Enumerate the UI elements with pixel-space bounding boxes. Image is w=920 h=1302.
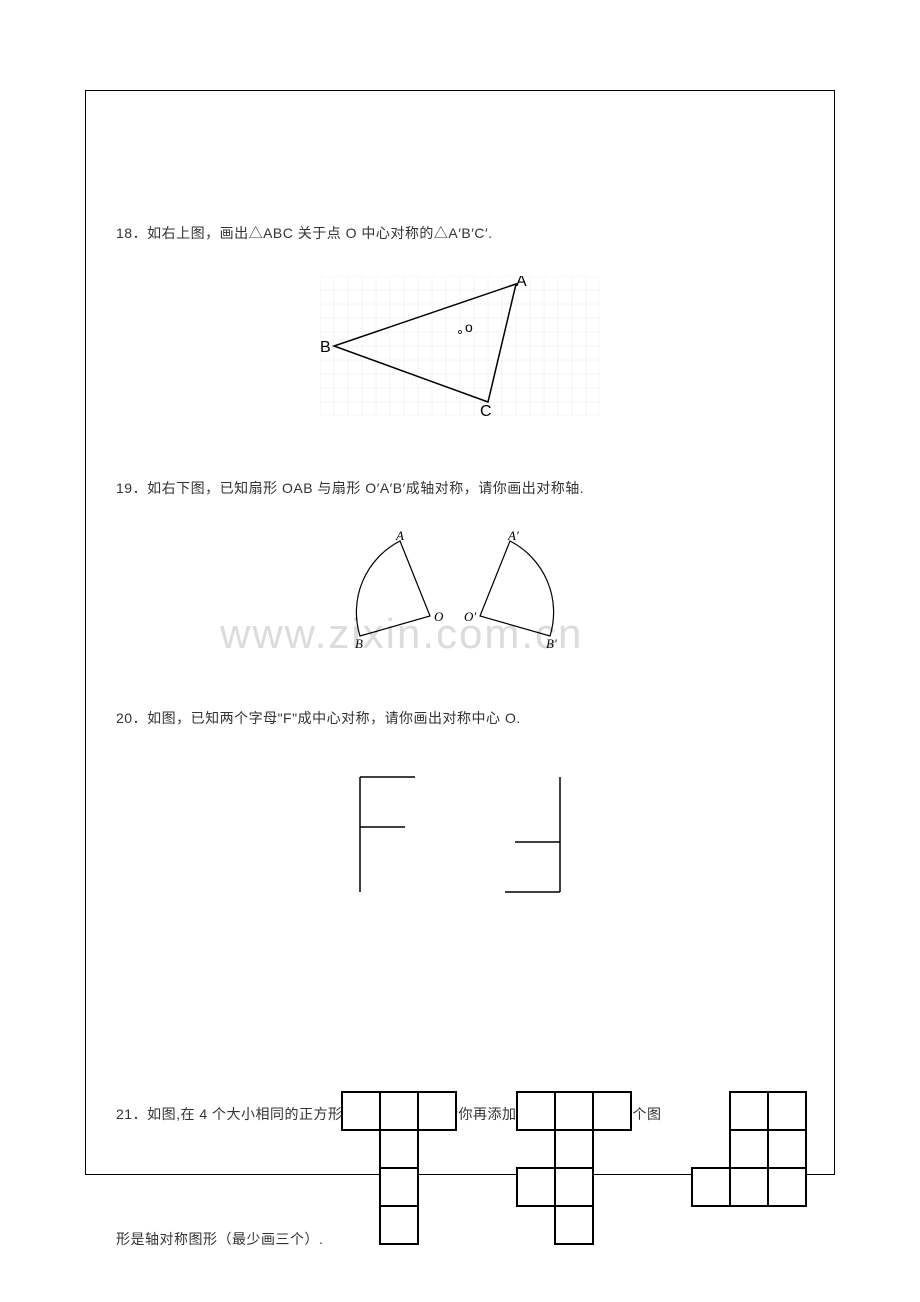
q18-label-b: B	[320, 339, 331, 356]
q19-label-o: O	[434, 609, 444, 624]
q19-label-op: O′	[464, 609, 476, 624]
q19-text: 19．如右下图，已知扇形 OAB 与扇形 O′A′B′成轴对称，请你画出对称轴.	[116, 476, 804, 501]
q20-svg	[340, 772, 580, 902]
q21-figures	[340, 1090, 810, 1250]
q19-label-a: A	[395, 531, 404, 543]
question-19: 19．如右下图，已知扇形 OAB 与扇形 O′A′B′成轴对称，请你画出对称轴.…	[116, 476, 804, 651]
q19-svg: A B O A′ B′ O′	[330, 531, 590, 651]
q18-text: 18．如右上图，画出△ABC 关于点 O 中心对称的△A′B′C′.	[116, 221, 804, 246]
q21-shape-1	[340, 1090, 460, 1250]
question-18: 18．如右上图，画出△ABC 关于点 O 中心对称的△A′B′C′. o A B	[116, 221, 804, 416]
q21-shape-3	[690, 1090, 810, 1250]
q18-label-o: o	[465, 319, 473, 335]
q20-figure	[116, 772, 804, 902]
q19-label-bp: B′	[546, 636, 557, 651]
q18-figure: o A B C	[116, 276, 804, 416]
q20-text: 20．如图，已知两个字母"F"成中心对称，请你画出对称中心 O.	[116, 706, 804, 731]
q18-grid-svg: o A B C	[320, 276, 600, 416]
q18-label-a: A	[516, 276, 527, 290]
q19-label-b: B	[355, 636, 363, 651]
q21-shape-2	[515, 1090, 635, 1250]
q18-label-c: C	[480, 403, 492, 416]
q19-label-ap: A′	[507, 531, 519, 543]
q19-figure: A B O A′ B′ O′	[116, 531, 804, 651]
question-20: 20．如图，已知两个字母"F"成中心对称，请你画出对称中心 O.	[116, 706, 804, 901]
page-frame: 18．如右上图，画出△ABC 关于点 O 中心对称的△A′B′C′. o A B	[85, 90, 835, 1175]
